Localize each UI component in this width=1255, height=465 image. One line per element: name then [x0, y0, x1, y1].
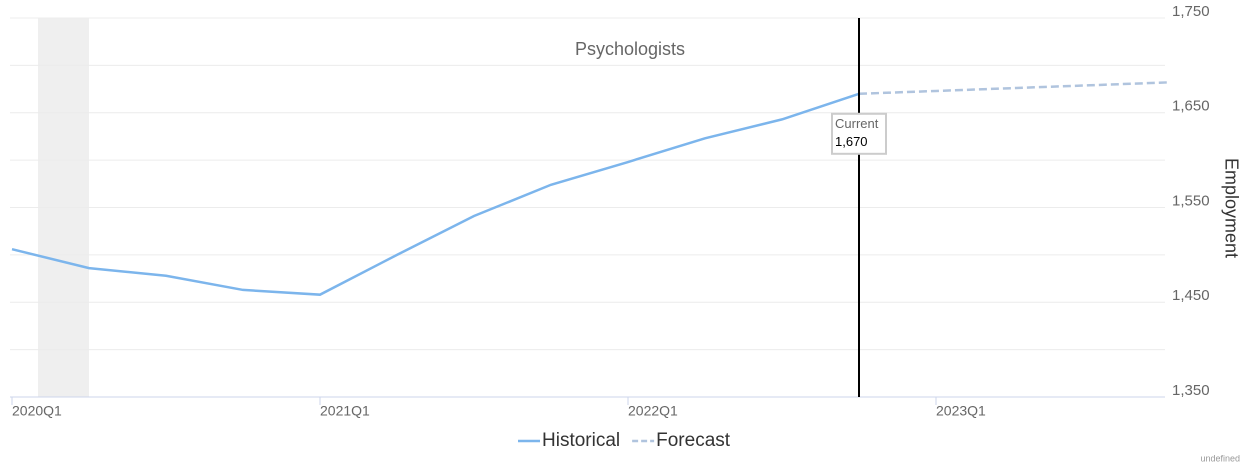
- y-axis-label: Employment: [1221, 158, 1241, 258]
- current-value: 1,670: [835, 134, 868, 149]
- x-tick-label: 2021Q1: [320, 403, 370, 419]
- series-line: [858, 81, 1168, 96]
- current-label: Current: [835, 116, 879, 131]
- legend-label: Historical: [542, 430, 620, 451]
- legend-label: Forecast: [656, 430, 731, 451]
- x-tick-label: 2020Q1: [12, 403, 62, 419]
- series-line: [11, 92, 860, 296]
- x-tick-label: 2023Q1: [936, 403, 986, 419]
- current-box: [831, 112, 887, 155]
- x-tick-label: 2022Q1: [628, 403, 678, 419]
- y-tick-label: 1,550: [1172, 192, 1210, 209]
- chart-title: Psychologists: [575, 39, 685, 59]
- y-tick-label: 1,750: [1172, 3, 1210, 20]
- y-tick-label: 1,650: [1172, 98, 1210, 115]
- y-tick-label: 1,450: [1172, 287, 1210, 304]
- y-tick-label: 1,350: [1172, 382, 1210, 399]
- footer: undefined: [1200, 453, 1240, 463]
